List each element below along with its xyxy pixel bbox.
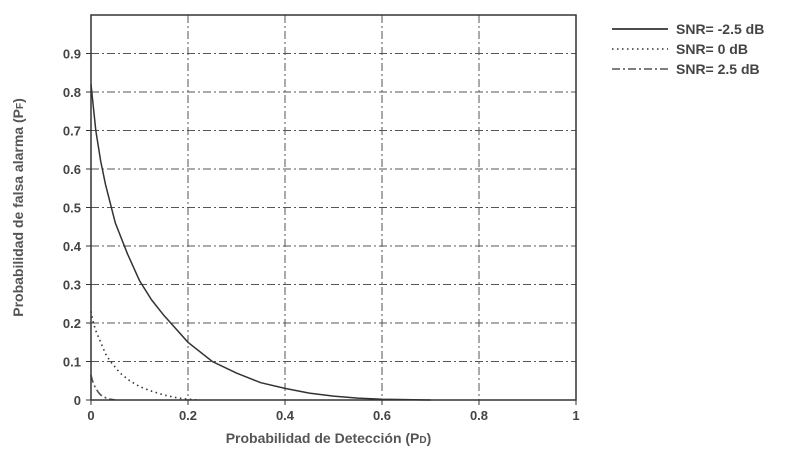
y-tick-label-6: 0.6 (63, 162, 81, 177)
y-tick-label-0: 0 (74, 393, 81, 408)
legend-label-0: SNR= -2.5 dB (676, 21, 764, 37)
y-tick-label-4: 0.4 (63, 239, 82, 254)
x-tick-label-2: 0.4 (276, 408, 295, 423)
x-tick-label-4: 0.8 (470, 408, 488, 423)
series-line-2 (90, 374, 116, 401)
x-tick-label-5: 1 (572, 408, 579, 423)
x-tick-label-0: 0 (87, 408, 94, 423)
y-tick-label-1: 0.1 (63, 355, 81, 370)
y-tick-label-7: 0.7 (63, 124, 81, 139)
series-line-1 (90, 311, 198, 401)
y-tick-label-5: 0.5 (63, 201, 81, 216)
series-line-0 (90, 84, 431, 401)
y-tick-label-8: 0.8 (63, 85, 81, 100)
x-tick-label-1: 0.2 (179, 408, 197, 423)
legend-label-2: SNR= 2.5 dB (676, 61, 760, 77)
x-tick-label-3: 0.6 (373, 408, 391, 423)
x-axis-label: Probabilidad de Detección (PD) (226, 430, 432, 446)
y-tick-label-9: 0.9 (63, 47, 81, 62)
y-tick-label-2: 0.2 (63, 316, 81, 331)
y-tick-label-3: 0.3 (63, 278, 81, 293)
legend-label-1: SNR= 0 dB (676, 41, 748, 57)
y-axis-label: Probabilidad de falsa alarma (PF) (10, 98, 26, 317)
